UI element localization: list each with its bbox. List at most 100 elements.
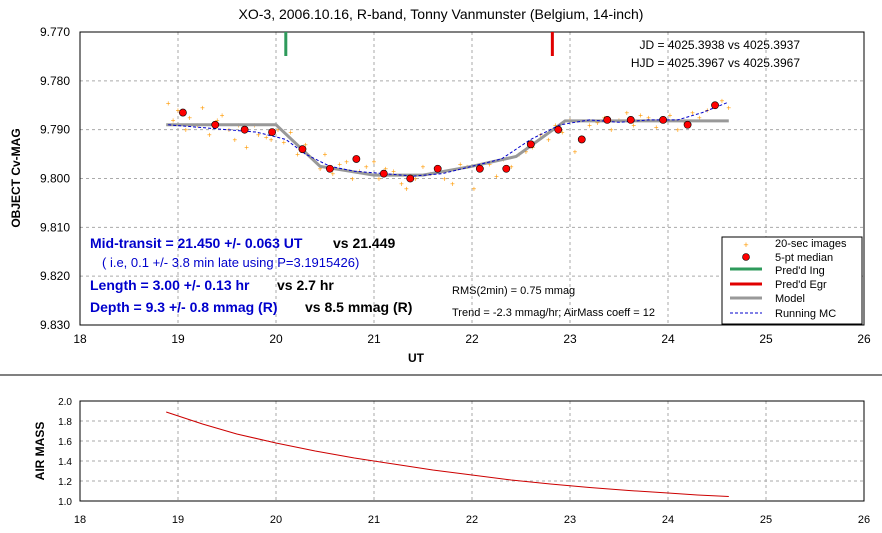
top-x-tick-label: 22	[465, 332, 479, 346]
air-mass-line	[166, 411, 729, 497]
bottom-y-tick-label: 1.8	[58, 417, 72, 428]
median-point	[178, 108, 187, 117]
legend-swatch-images-glyph: +	[743, 240, 748, 250]
top-y-tick-label: 9.790	[40, 123, 70, 137]
top-x-tick-label: 18	[73, 332, 87, 346]
median-point	[268, 128, 276, 137]
median-point	[379, 169, 388, 178]
image-point: +	[524, 148, 529, 157]
image-point: +	[587, 121, 592, 130]
image-point: +	[288, 128, 293, 137]
legend-swatch-median	[742, 253, 750, 261]
bottom-grid	[79, 400, 865, 502]
median-point	[433, 164, 442, 173]
bottom-x-tick-label: 23	[564, 514, 576, 526]
chart-title: XO-3, 2006.10.16, R-band, Tonny Vanmunst…	[239, 6, 644, 22]
bottom-marks	[166, 411, 729, 497]
image-point: +	[450, 179, 455, 188]
image-point: +	[668, 111, 673, 120]
top-y-tick-label: 9.820	[40, 269, 70, 283]
top-plot-frame	[79, 31, 865, 326]
median-point	[626, 116, 635, 124]
image-point: +	[377, 175, 382, 184]
top-x-tick-label: 20	[269, 332, 283, 346]
image-point: +	[350, 175, 355, 184]
median-point	[240, 125, 249, 134]
legend: + 20-sec images 5-pt median Pred'd Ing P…	[721, 236, 863, 325]
top-x-tick-label: 25	[759, 332, 773, 346]
image-point: +	[269, 135, 274, 144]
legend-swatch-images: +	[743, 240, 748, 250]
legend-label-ingress: Pred'd Ing	[775, 265, 825, 277]
legend-label-egress: Pred'd Egr	[775, 279, 827, 291]
image-point: +	[487, 160, 492, 169]
image-point: +	[166, 99, 171, 108]
image-point: +	[509, 162, 514, 171]
model-line	[166, 119, 729, 177]
legend-label-model: Model	[775, 293, 805, 305]
top-y-axis-label: OBJECT Cv-MAG	[9, 128, 23, 227]
image-point: +	[646, 113, 651, 122]
image-point: +	[295, 150, 300, 159]
image-point: +	[654, 123, 659, 132]
top-x-axis-label: UT	[408, 351, 425, 365]
length-annotation: Length = 3.00 +/- 0.13 hr	[90, 277, 250, 293]
image-point: +	[364, 162, 369, 171]
image-point: +	[595, 118, 600, 127]
bottom-plot-frame	[79, 400, 865, 502]
median-point	[577, 135, 586, 144]
legend-label-images: 20-sec images	[775, 238, 847, 250]
jd-annotation: JD = 4025.3938 vs 4025.3937	[640, 38, 801, 52]
bottom-x-tick-label: 18	[74, 514, 86, 526]
mid-transit-annotation: Mid-transit = 21.450 +/- 0.063 UT	[90, 235, 303, 251]
image-point: +	[184, 126, 189, 135]
top-y-tick-labels: 9.770 9.780 9.790 9.800 9.810 9.820 9.830	[40, 25, 70, 332]
bottom-y-tick-label: 1.0	[58, 497, 72, 508]
bottom-y-tick-labels: 1.0 1.2 1.4 1.6 1.8 2.0	[58, 397, 72, 508]
image-point: +	[404, 184, 409, 193]
image-point: +	[207, 131, 212, 140]
image-point: +	[220, 111, 225, 120]
top-y-tick-label: 9.800	[40, 172, 70, 186]
median-point	[325, 164, 334, 173]
depth-compare: vs 8.5 mmag (R)	[305, 299, 412, 315]
image-point: +	[331, 170, 336, 179]
bottom-y-tick-label: 1.4	[58, 457, 72, 468]
legend-label-median: 5-pt median	[775, 252, 833, 264]
bottom-x-tick-label: 21	[368, 514, 380, 526]
image-point: +	[413, 175, 418, 184]
hjd-annotation: HJD = 4025.3967 vs 4025.3967	[631, 56, 800, 70]
top-y-tick-label: 9.770	[40, 25, 70, 39]
image-point: +	[264, 133, 269, 142]
bottom-y-tick-label: 1.2	[58, 477, 72, 488]
depth-annotation: Depth = 9.3 +/- 0.8 mmag (R)	[90, 299, 278, 315]
image-point: +	[697, 113, 702, 122]
image-point: +	[276, 126, 281, 135]
bottom-x-tick-labels: 18 19 20 21 22 23 24 25 26	[74, 514, 870, 526]
trend-annotation: Trend = -2.3 mmag/hr; AirMass coeff = 12	[452, 307, 655, 319]
image-point: +	[187, 113, 192, 122]
image-point: +	[631, 121, 636, 130]
image-point: +	[215, 116, 220, 125]
image-point: +	[282, 138, 287, 147]
bottom-x-tick-label: 19	[172, 514, 184, 526]
top-x-tick-labels: 18 19 20 21 22 23 24 25 26	[73, 332, 871, 346]
image-point: +	[538, 131, 543, 140]
median-point	[711, 101, 719, 110]
image-point: +	[244, 143, 249, 152]
top-y-tick-label: 9.810	[40, 220, 70, 234]
image-point: +	[553, 121, 558, 130]
mid-transit-compare: vs 21.449	[333, 235, 395, 251]
image-point: +	[442, 175, 447, 184]
top-x-tick-label: 21	[367, 332, 381, 346]
median-point	[502, 164, 511, 173]
bottom-x-tick-label: 25	[760, 514, 772, 526]
bottom-y-tick-label: 1.6	[58, 437, 72, 448]
image-point: +	[472, 184, 477, 193]
image-point: +	[726, 104, 731, 113]
legend-label-running: Running MC	[775, 308, 836, 320]
median-point	[475, 164, 484, 173]
late-annotation: ( i.e, 0.1 +/- 3.8 min late using P=3.19…	[102, 255, 359, 270]
top-x-tick-label: 19	[171, 332, 185, 346]
